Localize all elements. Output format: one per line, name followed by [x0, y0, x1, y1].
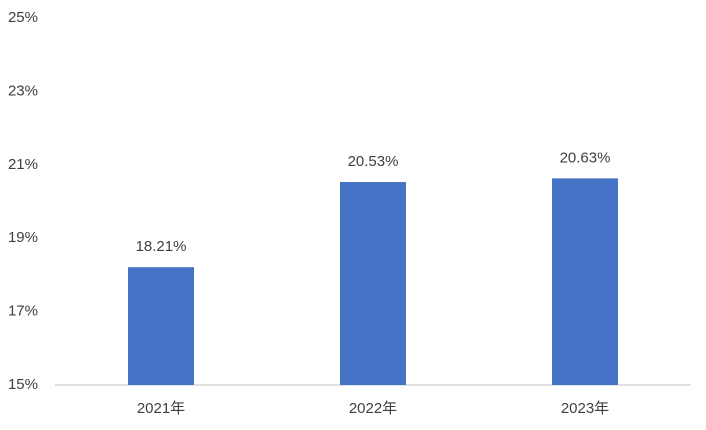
bar — [552, 178, 618, 385]
y-tick-label: 15% — [8, 376, 38, 393]
y-tick-label: 19% — [8, 229, 38, 246]
value-label: 20.63% — [560, 149, 611, 166]
x-tick-label: 2023年 — [561, 400, 609, 417]
y-tick-label: 17% — [8, 303, 38, 320]
x-tick-label: 2022年 — [349, 400, 397, 417]
x-tick-label: 2021年 — [137, 400, 185, 417]
bar — [340, 182, 406, 385]
value-label: 18.21% — [136, 238, 187, 255]
y-tick-label: 25% — [8, 9, 38, 26]
y-tick-label: 21% — [8, 156, 38, 173]
bar — [128, 267, 194, 385]
y-tick-label: 23% — [8, 82, 38, 99]
value-label: 20.53% — [348, 153, 399, 170]
